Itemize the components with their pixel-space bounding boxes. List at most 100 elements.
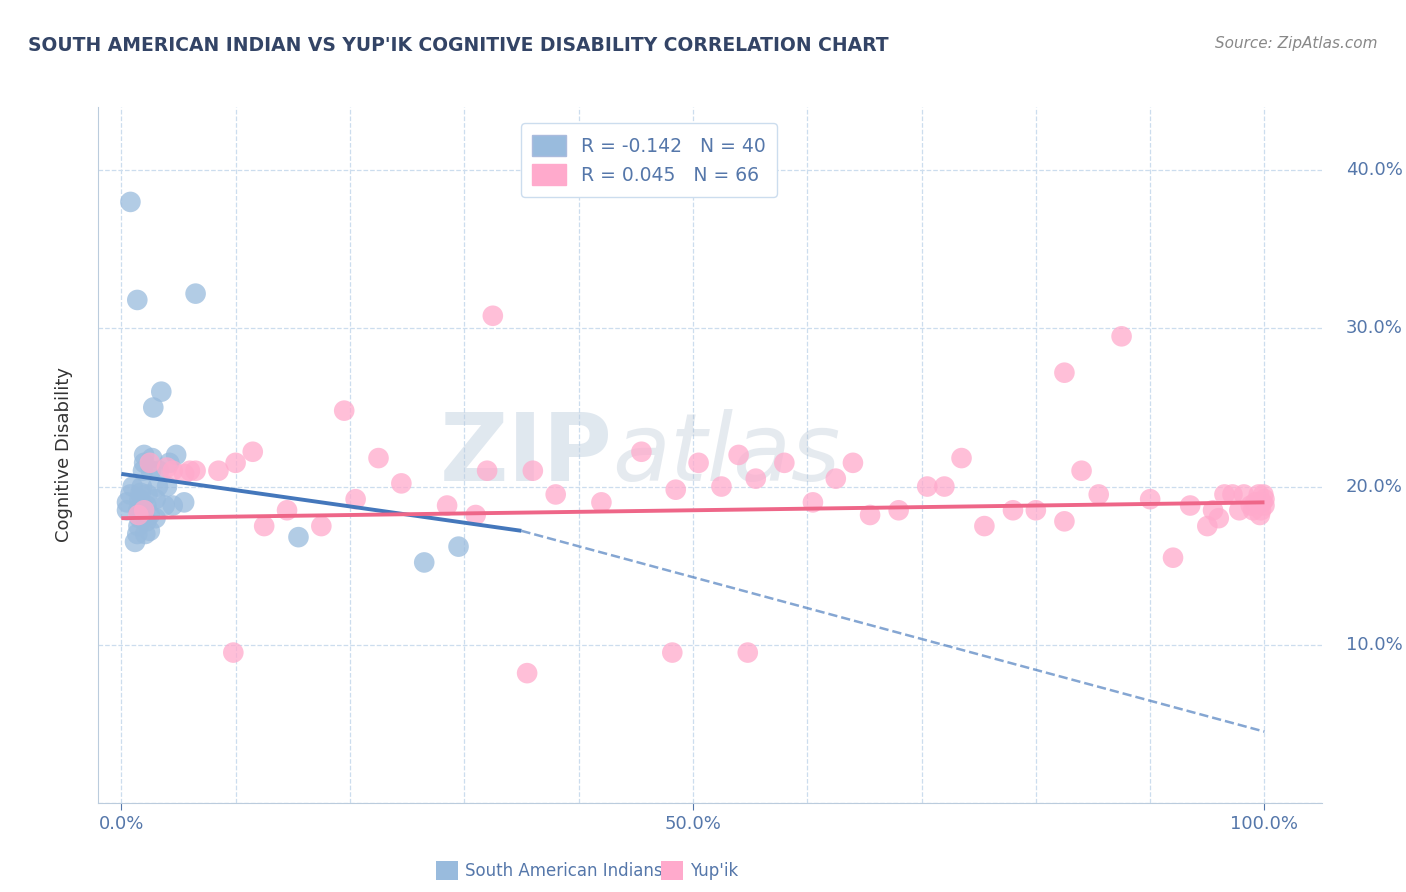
Point (1213, 487, 1236, 501)
Point (120, 194, 142, 209)
Point (1222, 487, 1244, 501)
Text: 30.0%: 30.0% (1346, 319, 1403, 337)
Point (184, 464, 207, 478)
Point (1111, 329, 1133, 343)
Y-axis label: Cognitive Disability: Cognitive Disability (55, 368, 73, 542)
Point (973, 519, 995, 533)
Point (165, 448, 187, 462)
Point (1253, 487, 1275, 501)
Point (464, 508, 486, 522)
Point (688, 456, 710, 470)
Point (544, 487, 567, 501)
Point (148, 464, 170, 478)
Point (115, 503, 138, 517)
Point (859, 508, 882, 522)
Point (842, 456, 865, 470)
Point (128, 511, 150, 525)
Point (134, 456, 156, 470)
Text: 20.0%: 20.0% (1346, 477, 1403, 496)
Point (333, 403, 356, 417)
Point (1161, 550, 1184, 565)
Point (482, 309, 505, 323)
Point (1247, 487, 1270, 501)
Point (773, 456, 796, 470)
Point (162, 464, 184, 478)
Point (139, 456, 162, 470)
Point (120, 487, 142, 501)
Text: SOUTH AMERICAN INDIAN VS YUP'IK COGNITIVE DISABILITY CORRELATION CHART: SOUTH AMERICAN INDIAN VS YUP'IK COGNITIV… (28, 36, 889, 54)
Point (139, 524, 162, 538)
Point (124, 534, 146, 549)
Point (146, 479, 169, 493)
Point (475, 464, 498, 478)
Point (516, 666, 538, 681)
Point (1208, 511, 1230, 525)
Point (127, 503, 149, 517)
Legend: R = -0.142   N = 40, R = 0.045   N = 66: R = -0.142 N = 40, R = 0.045 N = 66 (520, 123, 778, 196)
Point (127, 293, 149, 307)
Point (1070, 464, 1092, 478)
Point (134, 503, 156, 517)
Point (157, 456, 180, 470)
Point (139, 464, 162, 478)
Point (135, 499, 157, 513)
Point (1227, 503, 1250, 517)
Point (156, 479, 179, 493)
Point (127, 519, 149, 533)
Point (242, 444, 264, 458)
Point (950, 451, 973, 466)
Point (142, 401, 165, 415)
Point (173, 467, 195, 481)
Point (1250, 503, 1272, 517)
Point (915, 479, 938, 493)
Point (156, 460, 179, 475)
Point (132, 464, 155, 478)
Point (665, 483, 688, 497)
Point (887, 503, 910, 517)
Point (115, 495, 138, 509)
Point (145, 492, 167, 507)
Point (222, 646, 245, 660)
Point (128, 492, 150, 507)
Point (591, 495, 613, 509)
Point (1249, 508, 1271, 522)
Point (131, 479, 153, 493)
Text: South American Indians: South American Indians (465, 862, 664, 880)
Point (801, 495, 824, 509)
Text: 10.0%: 10.0% (1346, 636, 1403, 654)
Point (661, 646, 683, 660)
Point (225, 456, 247, 470)
Point (389, 476, 412, 491)
Point (145, 511, 167, 525)
Point (1025, 503, 1047, 517)
Point (737, 646, 759, 660)
Text: Yup'ik: Yup'ik (690, 862, 738, 880)
Point (121, 479, 143, 493)
Point (1241, 503, 1264, 517)
Point (367, 451, 389, 466)
Point (1053, 514, 1076, 528)
Point (1253, 492, 1275, 507)
Point (153, 499, 176, 513)
Text: Source: ZipAtlas.com: Source: ZipAtlas.com (1215, 36, 1378, 51)
Text: ZIP: ZIP (439, 409, 612, 501)
Point (127, 527, 149, 541)
Point (127, 508, 149, 522)
Point (139, 508, 162, 522)
Point (134, 448, 156, 462)
Point (179, 464, 201, 478)
Point (129, 486, 152, 500)
Point (436, 499, 458, 513)
Point (522, 464, 544, 478)
Text: 40.0%: 40.0% (1346, 161, 1403, 179)
Point (1233, 487, 1256, 501)
Point (824, 472, 846, 486)
Point (150, 384, 173, 399)
Point (934, 479, 956, 493)
Point (1251, 495, 1274, 509)
Point (173, 495, 195, 509)
Point (253, 519, 276, 533)
Point (1053, 366, 1076, 380)
Point (134, 527, 156, 541)
Point (207, 464, 229, 478)
